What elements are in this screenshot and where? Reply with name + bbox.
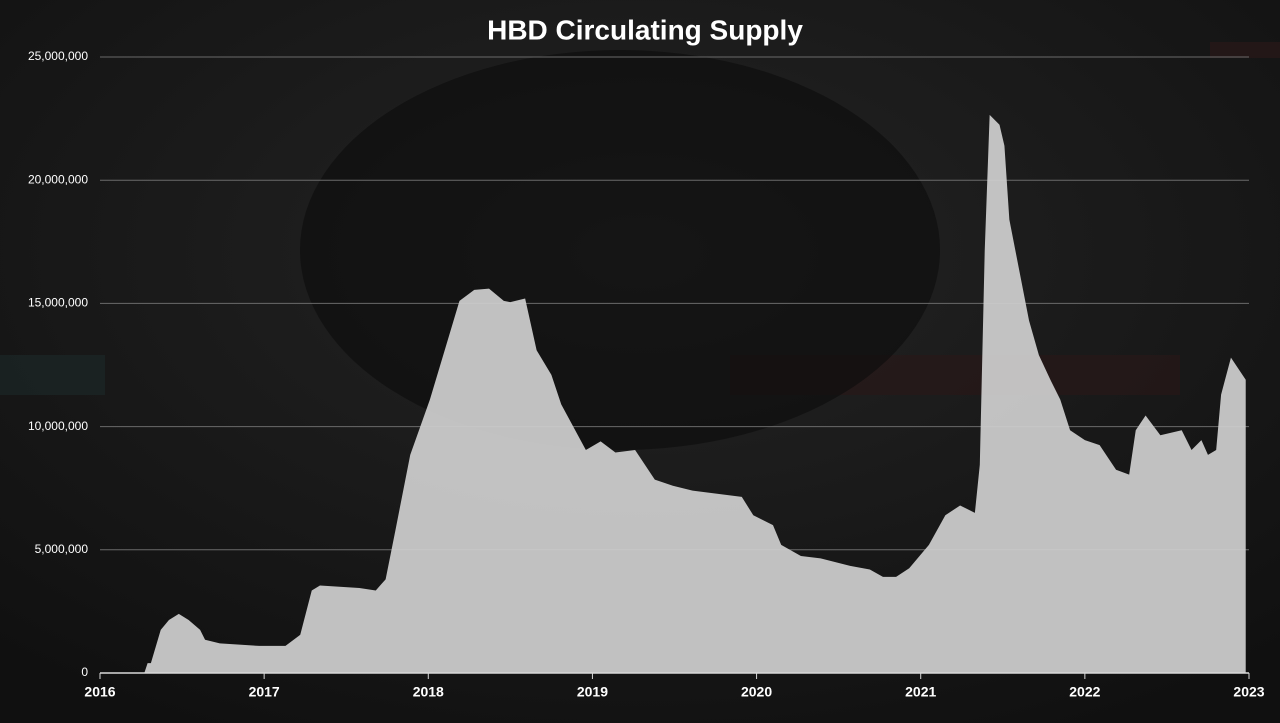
x-tick-label: 2021	[905, 684, 936, 700]
x-tick-label: 2022	[1069, 684, 1100, 700]
x-tick-label: 2019	[577, 684, 608, 700]
background-shape	[1210, 42, 1280, 58]
y-tick-label: 15,000,000	[28, 296, 88, 310]
x-tick-label: 2023	[1233, 684, 1264, 700]
y-tick-label: 20,000,000	[28, 172, 88, 186]
y-tick-label: 10,000,000	[28, 419, 88, 433]
chart-title: HBD Circulating Supply	[487, 14, 803, 45]
x-tick-label: 2017	[249, 684, 280, 700]
y-tick-label: 0	[81, 665, 88, 679]
area	[100, 114, 1246, 674]
y-tick-label: 25,000,000	[28, 49, 88, 63]
background-shape	[0, 355, 105, 395]
x-tick-label: 2018	[413, 684, 444, 700]
background-shape	[300, 50, 940, 450]
x-tick-label: 2016	[84, 684, 115, 700]
x-tick-label: 2020	[741, 684, 772, 700]
y-tick-label: 5,000,000	[35, 542, 89, 556]
